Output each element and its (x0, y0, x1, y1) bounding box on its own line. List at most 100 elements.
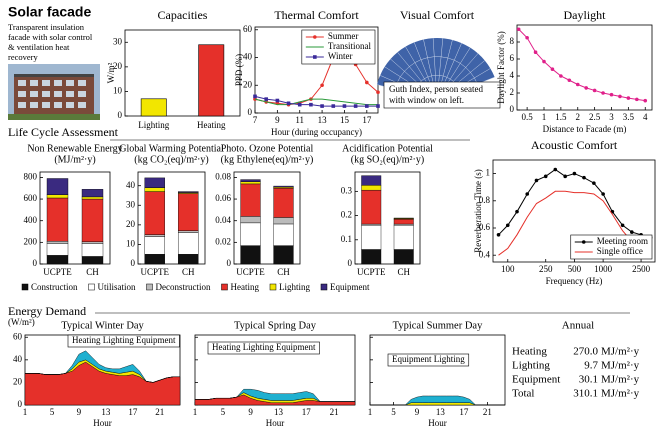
y-tick-label: 0 (118, 110, 123, 120)
marker (582, 176, 586, 180)
annotation: Heating Lighting Equipment (212, 342, 316, 352)
marker (365, 104, 369, 108)
x-tick-label: UCPTE (357, 267, 386, 277)
description: Transparent insulation (8, 22, 85, 32)
annual-label: Equipment (512, 374, 560, 386)
x-tick-label: CH (277, 267, 290, 277)
bar-segment (274, 188, 294, 217)
legend-label: Winter (328, 51, 353, 61)
x-tick-label: CH (397, 267, 410, 277)
marker (542, 60, 546, 64)
marker (618, 95, 622, 99)
marker (309, 103, 313, 107)
y-tick-label: 10 (126, 238, 136, 248)
panel-unit: (MJ/m²·y) (54, 154, 95, 165)
marker (287, 101, 291, 105)
x-tick-label: 11 (295, 115, 304, 125)
legend-swatch (221, 284, 227, 290)
bar-segment (241, 184, 261, 216)
y-tick-label: 6 (510, 53, 515, 63)
x-axis-label: Hour (93, 418, 112, 428)
legend-label: Transitional (328, 41, 372, 51)
panel-unit: (kg Ethylene(eq)/m²·y) (221, 154, 314, 165)
y-tick-label: 0.1 (341, 234, 352, 244)
description: facade with solar control (8, 32, 93, 42)
legend-label: Utilisation (98, 282, 136, 292)
x-tick-label: 1 (542, 112, 547, 122)
x-tick-label: CH (86, 267, 99, 277)
annual-title: Annual (562, 320, 594, 332)
x-tick-label: UCPTE (43, 267, 72, 277)
legend-label: Lighting (279, 282, 310, 292)
note: with window on left. (389, 95, 464, 105)
legend: Meeting roomSingle office (571, 235, 652, 259)
marker (544, 175, 548, 179)
x-tick-label: 17 (362, 115, 372, 125)
y-tick-label: 0 (131, 258, 136, 268)
marker (551, 67, 555, 71)
bar-segment (178, 233, 198, 255)
bar-segment (47, 241, 68, 243)
bar (199, 45, 224, 116)
y-tick-label: 0.3 (341, 185, 353, 195)
bar-segment (82, 242, 103, 244)
legend-label: Construction (31, 282, 78, 292)
marker (582, 240, 586, 244)
marker (563, 175, 567, 179)
y-tick-label: 60 (13, 331, 23, 341)
x-tick-label: 15 (340, 115, 350, 125)
plot-frame (370, 335, 505, 405)
bar-segment (178, 192, 198, 193)
marker (635, 98, 639, 102)
marker (313, 55, 317, 59)
marker (376, 104, 380, 108)
marker (553, 168, 557, 172)
marker (497, 233, 501, 237)
marker (276, 99, 280, 103)
legend-label: Summer (328, 31, 359, 41)
bar-segment (82, 189, 103, 197)
x-tick-label: Heating (197, 120, 226, 130)
marker (621, 223, 625, 227)
x-axis-label: Hour (266, 418, 285, 428)
y-tick-label: 8 (510, 36, 515, 46)
marker (584, 86, 588, 90)
x-tick-label: 17 (128, 407, 138, 417)
x-tick-label: 17 (302, 407, 312, 417)
y-tick-label: 0.06 (215, 193, 231, 203)
x-tick-label: 17 (459, 407, 469, 417)
bar-segment (47, 195, 68, 198)
bar-segment (241, 180, 261, 182)
bar-segment (145, 178, 165, 188)
x-tick-label: Lighting (138, 120, 169, 130)
y-tick-label: 800 (24, 171, 38, 181)
x-tick-label: UCPTE (140, 267, 169, 277)
bar-segment (82, 199, 103, 242)
bar-segment (145, 254, 165, 264)
marker (313, 35, 317, 39)
x-axis-label: Frequency (Hz) (546, 276, 603, 286)
y-tick-label: 40 (243, 52, 253, 62)
y-axis-label: (W/m²) (8, 317, 35, 327)
bar-segment (274, 224, 294, 246)
marker (534, 50, 538, 54)
x-tick-label: 2.5 (589, 112, 601, 122)
legend-label: Meeting room (597, 236, 648, 246)
x-tick-label: 7 (253, 115, 258, 125)
x-tick-label: 5 (221, 407, 226, 417)
x-tick-label: 13 (436, 407, 446, 417)
marker (376, 90, 380, 94)
x-tick-label: 5 (391, 407, 396, 417)
bar-segment (178, 254, 198, 264)
bar-segment (394, 249, 414, 264)
y-tick-label: 20 (243, 79, 253, 89)
annotation: Equipment Lighting (392, 354, 465, 364)
annual-unit: MJ/m²·y (601, 374, 640, 386)
description: & ventilation heat (8, 42, 70, 52)
legend-swatch (321, 284, 327, 290)
x-tick-label: 21 (483, 407, 492, 417)
y-axis-label: PPD (%) (234, 54, 244, 86)
panel-unit: (kg SO₂(eq)/m²·y) (351, 154, 424, 165)
y-tick-label: 0 (33, 258, 38, 268)
bar-segment (47, 178, 68, 194)
